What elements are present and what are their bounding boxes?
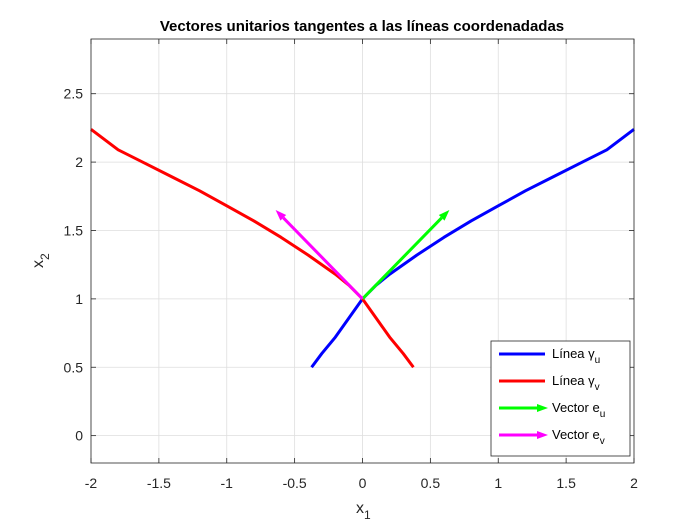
series-2-vector-arrow-shaft: [361, 216, 443, 300]
legend-label-0: Línea γu: [552, 346, 600, 366]
y-tick-label: 2.5: [64, 86, 84, 102]
axis-ticks: -2 -1.5 -1 -0.5 0 0.5 1 1.5 2 0 0.5 1 1.5 2 2.5: [64, 39, 638, 491]
series-layer: [90, 128, 635, 369]
series-1-line: [90, 128, 415, 369]
legend-label-subscript: u: [600, 409, 606, 420]
x-tick-label: 1.5: [556, 475, 576, 491]
legend-label-subscript: v: [600, 436, 605, 447]
legend-label-main: Vector e: [552, 400, 600, 415]
y-axis-label-main: x: [30, 260, 47, 268]
x-tick-label: 2: [630, 475, 638, 491]
legend-label-3: Vector ev: [552, 427, 605, 447]
y-tick-label: 1: [75, 291, 83, 307]
y-tick-label: 0: [75, 428, 83, 444]
series-0-line: [310, 128, 635, 369]
legend-label-subscript: u: [595, 355, 601, 366]
x-tick-label: 0: [359, 475, 367, 491]
legend-label-main: Vector e: [552, 427, 600, 442]
x-tick-label: -2: [85, 475, 98, 491]
series-3-vector-arrow-shaft: [282, 216, 364, 300]
chart-title: Vectores unitarios tangentes a las línea…: [160, 18, 564, 35]
legend-label-main: Línea γ: [552, 346, 595, 361]
legend-label-subscript: v: [595, 382, 600, 393]
y-tick-label: 2: [75, 154, 83, 170]
series-3-vector-arrow-head: [275, 209, 287, 221]
y-axis-label: x2: [30, 253, 52, 268]
legend-box: [490, 340, 631, 457]
legend-swatch-2: [499, 404, 548, 412]
x-axis-label-main: x: [356, 500, 364, 517]
legend-swatch-3: [499, 431, 548, 439]
x-tick-label: 0.5: [421, 475, 441, 491]
legend-label-main: Línea γ: [552, 373, 595, 388]
series-3-vector-arrow: [275, 209, 364, 300]
legend-swatch-3-head: [537, 431, 548, 439]
legend-label-2: Vector eu: [552, 400, 605, 420]
legend-label-1: Línea γv: [552, 373, 600, 393]
x-tick-label: 1: [494, 475, 502, 491]
x-tick-label: -0.5: [283, 475, 307, 491]
x-tick-label: -1: [221, 475, 234, 491]
y-tick-label: 0.5: [64, 359, 84, 375]
y-tick-label: 1.5: [64, 222, 84, 238]
y-axis-label-subscript: 2: [38, 253, 52, 260]
legend-swatch-2-head: [537, 404, 548, 412]
x-axis-label-subscript: 1: [364, 508, 371, 522]
series-2-vector-arrow-head: [438, 209, 450, 221]
x-tick-label: -1.5: [147, 475, 171, 491]
series-2-vector-arrow: [361, 209, 450, 300]
x-axis-label: x1: [356, 500, 371, 522]
